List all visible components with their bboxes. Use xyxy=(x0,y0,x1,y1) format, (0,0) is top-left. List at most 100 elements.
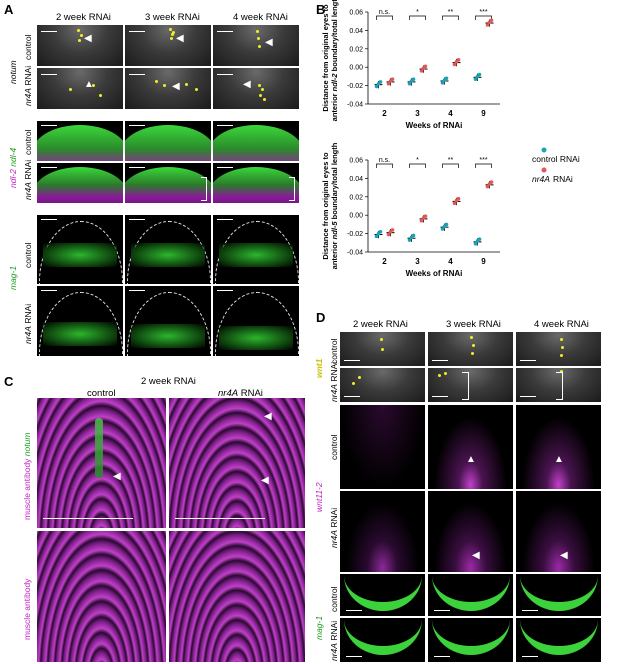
wnt11-control-2wk xyxy=(340,405,425,489)
data-point xyxy=(374,84,379,89)
wnt11-control-4wk: ▲ xyxy=(516,405,601,489)
d-wnt1-nr4a-label: nr4A RNAi xyxy=(329,361,339,402)
data-point xyxy=(386,232,391,237)
y-tick-label: -0.04 xyxy=(347,102,363,109)
x-tick-label: 3 xyxy=(415,109,420,118)
data-point xyxy=(440,227,445,231)
ndl-row-control-label: control xyxy=(23,129,33,155)
data-point xyxy=(456,196,461,201)
panel-b-charts: -0.04-0.020.000.020.040.062n.s.3*4**9***… xyxy=(321,0,580,278)
panel-c-label: C xyxy=(4,374,14,389)
x-tick-label: 3 xyxy=(415,257,420,266)
y-tick-label: 0.06 xyxy=(349,158,363,165)
d-wnt11-nr4a-label: nr4A RNAi xyxy=(329,507,339,548)
sig-bracket xyxy=(475,15,492,20)
y-tick-label: 0.04 xyxy=(349,28,363,35)
sig-bracket xyxy=(442,163,459,168)
chart-ndl2: -0.04 -0.02 0.00 0.02 0.04 0.06 2 n.s. 3 * 4 ** 9 ***… xyxy=(321,0,500,130)
muscle-nr4a xyxy=(169,531,305,662)
sig-label: * xyxy=(416,157,419,164)
data-point xyxy=(473,241,478,246)
legend-control-text: control RNAi xyxy=(532,154,580,164)
sig-label: *** xyxy=(479,9,487,16)
ndl-control-3wk xyxy=(125,121,211,161)
y-tick-label: 0.02 xyxy=(349,194,363,201)
ndl-control-4wk xyxy=(213,121,299,161)
d-mag-gene-label: mag-1 xyxy=(314,615,324,640)
mag-control-2wk xyxy=(37,215,123,284)
y-tick-label: -0.04 xyxy=(347,250,363,257)
notum-control-3wk: ◀ xyxy=(125,25,211,66)
legend-nr4a-text: nr4A RNAi xyxy=(532,174,573,184)
chart-ndl5: -0.04 -0.02 0.00 0.02 0.04 0.06 2 n.s. 3 * 4 ** 9 ***… xyxy=(321,142,500,278)
y-tick-label: 0.04 xyxy=(349,176,363,183)
x-tick-label: 2 xyxy=(382,257,387,266)
legend: control RNAi nr4A RNAi xyxy=(532,147,580,184)
data-point xyxy=(407,81,412,86)
panel-c-row2-label: muscle antibody xyxy=(22,578,32,640)
data-point xyxy=(485,23,490,27)
muscle-notum-nr4a: ◀ ◀ xyxy=(169,398,305,528)
data-point xyxy=(378,229,383,234)
ndl-control-2wk xyxy=(37,121,123,161)
mag-row-nr4a-label: nr4A RNAi xyxy=(23,303,33,344)
panel-a-header-2wk: 2 week RNAi xyxy=(56,12,111,23)
panel-d-label: D xyxy=(316,310,326,325)
panel-c-row1-label: muscle antibody notum xyxy=(22,432,32,520)
wnt1-nr4a-4wk xyxy=(516,368,601,402)
data-point xyxy=(386,81,391,86)
data-point xyxy=(423,214,428,218)
panel-b-label: B xyxy=(316,2,326,17)
x-tick-label: 2 xyxy=(382,109,387,118)
sig-label: n.s. xyxy=(379,157,390,164)
sig-label: * xyxy=(416,9,419,16)
data-point xyxy=(423,64,428,69)
ndl-row-nr4a-label: nr4A RNAi xyxy=(23,159,33,200)
sig-bracket xyxy=(475,163,492,168)
data-point xyxy=(419,218,424,223)
panel-d-header-3wk: 3 week RNAi xyxy=(446,319,501,330)
d-mag-control-3wk xyxy=(428,574,513,616)
notum-nr4a-4wk: ◀ xyxy=(213,68,299,109)
data-point xyxy=(440,81,445,85)
sig-bracket xyxy=(376,163,393,168)
data-point xyxy=(452,62,457,67)
ndl-gene-label: ndl-2 ndl-4 xyxy=(8,147,18,188)
data-point xyxy=(444,76,449,81)
d-mag-nr4a-2wk xyxy=(340,618,425,662)
d-mag-control-4wk xyxy=(516,574,601,616)
sig-bracket xyxy=(442,15,459,20)
panel-d-header-4wk: 4 week RNAi xyxy=(534,319,589,330)
y-tick-label: 0.06 xyxy=(349,10,363,17)
wnt11-nr4a-3wk: ◀ xyxy=(428,491,513,572)
data-point xyxy=(489,180,494,184)
data-point xyxy=(489,18,494,23)
data-point xyxy=(390,228,395,232)
mag-nr4a-2wk xyxy=(37,286,123,356)
notum-control-4wk: ◀ xyxy=(213,25,299,66)
notum-row-control-label: control xyxy=(23,34,33,60)
x-axis-label: Weeks of RNAi xyxy=(406,121,463,130)
ndl-nr4a-4wk xyxy=(213,163,299,203)
d-mag-nr4a-label: nr4A RNAi xyxy=(329,620,339,661)
d-wnt11-control-label: control xyxy=(329,434,339,460)
data-point xyxy=(419,69,424,73)
mag-nr4a-4wk xyxy=(213,286,299,356)
muscle-control xyxy=(37,531,166,662)
data-point xyxy=(378,80,383,84)
panel-c-col-nr4a: nr4A RNAi xyxy=(218,388,263,399)
wnt11-nr4a-4wk: ◀ xyxy=(516,491,601,572)
data-point xyxy=(444,222,449,227)
wnt1-nr4a-2wk xyxy=(340,368,425,402)
mag-control-4wk xyxy=(213,215,299,284)
sig-label: ** xyxy=(448,157,454,164)
mag-nr4a-3wk xyxy=(125,286,211,356)
sig-bracket xyxy=(409,163,426,168)
ndl-nr4a-3wk xyxy=(125,163,211,203)
data-point xyxy=(477,237,482,241)
mag-row-control-label: control xyxy=(23,242,33,268)
data-point xyxy=(407,238,412,242)
legend-nr4a-marker xyxy=(541,167,547,173)
panel-a-header-3wk: 3 week RNAi xyxy=(145,12,200,23)
d-mag-control-label: control xyxy=(329,586,339,612)
